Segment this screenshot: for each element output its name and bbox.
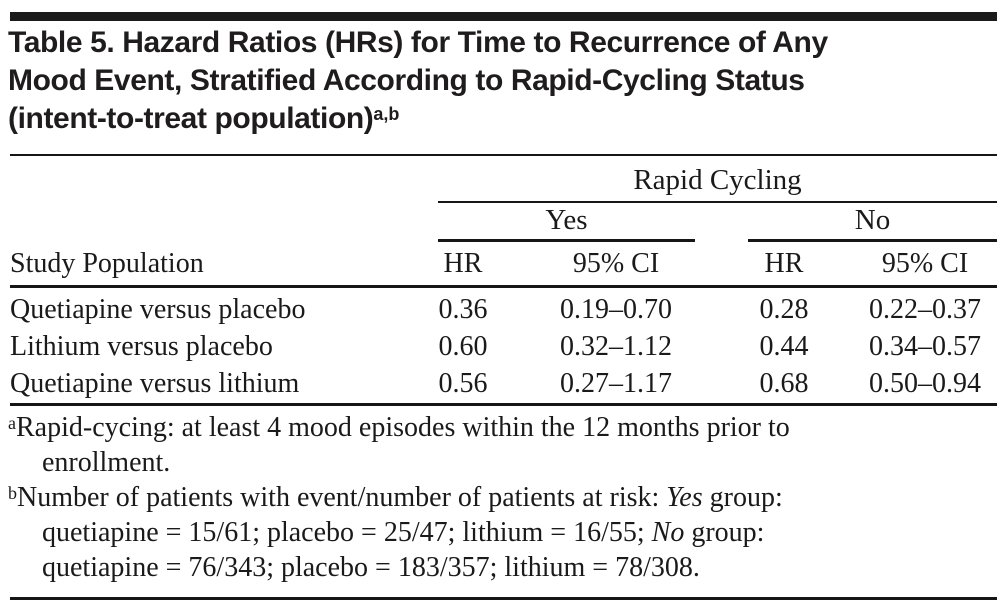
row-population: Lithium versus placebo [10, 330, 273, 362]
row-population: Quetiapine versus lithium [10, 367, 300, 399]
column-header-study-population: Study Population [10, 247, 204, 279]
column-header-no-hr: HR [764, 247, 804, 279]
row-no-hr: 0.44 [759, 330, 809, 362]
column-header-yes-ci: 95% CI [572, 247, 660, 279]
title-line2: Mood Event, Stratified According to Rapi… [8, 64, 805, 97]
column-header-no-ci: 95% CI [881, 247, 969, 279]
row-population: Quetiapine versus placebo [10, 293, 306, 325]
rule-under-data-rows [10, 403, 997, 406]
row-yes-hr: 0.36 [438, 293, 488, 325]
top-rule-thick [10, 12, 997, 21]
footnote-a-marker: a [8, 413, 16, 433]
title-line1: Table 5. Hazard Ratios (HRs) for Time to… [8, 26, 828, 59]
footnote-b-line1: bNumber of patients with event/number of… [8, 482, 783, 513]
row-no-ci: 0.34–0.57 [869, 330, 981, 362]
row-yes-hr: 0.56 [438, 367, 488, 399]
footnote-a-line1: aRapid-cycing: at least 4 mood episodes … [8, 410, 1000, 445]
table-row: Quetiapine versus lithium 0.56 0.27–1.17… [10, 365, 997, 402]
row-no-hr: 0.28 [759, 293, 809, 325]
row-yes-hr: 0.60 [438, 330, 488, 362]
title-line3: (intent-to-treat population) [8, 102, 374, 135]
row-yes-ci: 0.27–1.17 [560, 367, 672, 399]
footnote-b-italic-no: No [651, 517, 685, 548]
footnotes: aRapid-cycing: at least 4 mood episodes … [8, 410, 1000, 585]
rule-under-title [10, 154, 997, 156]
bottom-rule [10, 597, 997, 600]
row-yes-ci: 0.32–1.12 [560, 330, 672, 362]
footnote-a-text: Rapid-cycing: at least 4 mood episodes w… [16, 412, 790, 443]
table-row: Quetiapine versus placebo 0.36 0.19–0.70… [10, 291, 997, 328]
footnote-b-italic-yes: Yes [666, 482, 703, 513]
footnote-a-line2: enrollment. [42, 447, 171, 478]
row-yes-ci: 0.19–0.70 [560, 293, 672, 325]
row-no-ci: 0.22–0.37 [869, 293, 981, 325]
footnote-b-marker: b [8, 483, 17, 503]
row-no-ci: 0.50–0.94 [869, 367, 981, 399]
footnote-b-line2: quetiapine = 15/61; placebo = 25/47; lit… [42, 517, 765, 548]
table-row: Lithium versus placebo 0.60 0.32–1.12 0.… [10, 328, 997, 365]
rule-under-group-header [438, 201, 997, 203]
row-no-hr: 0.68 [759, 367, 809, 399]
subgroup-label-yes: Yes [545, 204, 588, 236]
column-header-yes-hr: HR [443, 247, 483, 279]
rule-under-yes [438, 239, 695, 242]
footnote-b-line3: quetiapine = 76/343; placebo = 183/357; … [42, 552, 700, 583]
rule-under-no [748, 239, 997, 242]
subgroup-label-no: No [854, 204, 891, 236]
group-header-rapid-cycling: Rapid Cycling [633, 164, 802, 196]
title-footnote-markers: a,b [373, 104, 400, 124]
rule-under-column-headers [10, 285, 997, 288]
table-title: Table 5. Hazard Ratios (HRs) for Time to… [8, 24, 1000, 138]
column-header-row: Study Population HR 95% CI HR 95% CI [10, 245, 997, 282]
